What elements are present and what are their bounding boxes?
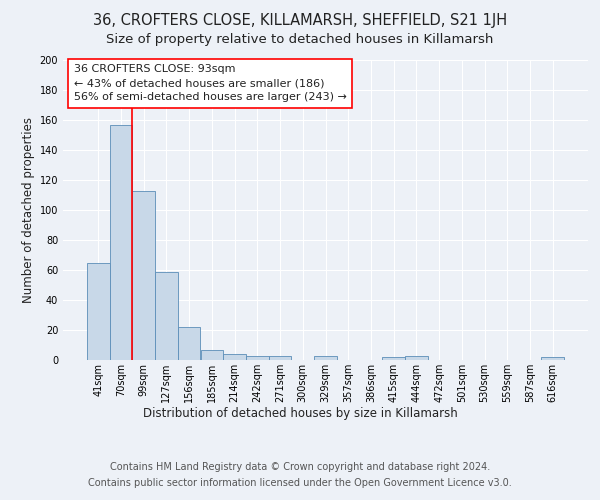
Bar: [87, 262, 110, 360]
Bar: [382, 357, 405, 360]
Y-axis label: Number of detached properties: Number of detached properties: [22, 117, 35, 303]
Text: Contains HM Land Registry data © Crown copyright and database right 2024.: Contains HM Land Registry data © Crown c…: [110, 462, 490, 472]
Bar: [200, 350, 223, 360]
Bar: [110, 124, 133, 360]
Bar: [223, 354, 246, 360]
Bar: [314, 356, 337, 360]
Text: 36, CROFTERS CLOSE, KILLAMARSH, SHEFFIELD, S21 1JH: 36, CROFTERS CLOSE, KILLAMARSH, SHEFFIEL…: [93, 12, 507, 28]
Bar: [541, 357, 564, 360]
Text: Size of property relative to detached houses in Killamarsh: Size of property relative to detached ho…: [106, 32, 494, 46]
Bar: [178, 327, 200, 360]
Bar: [246, 356, 269, 360]
Bar: [269, 356, 292, 360]
Text: 36 CROFTERS CLOSE: 93sqm
← 43% of detached houses are smaller (186)
56% of semi-: 36 CROFTERS CLOSE: 93sqm ← 43% of detach…: [74, 64, 346, 102]
Bar: [405, 356, 428, 360]
Text: Distribution of detached houses by size in Killamarsh: Distribution of detached houses by size …: [143, 408, 457, 420]
Text: Contains public sector information licensed under the Open Government Licence v3: Contains public sector information licen…: [88, 478, 512, 488]
Bar: [155, 272, 178, 360]
Bar: [133, 190, 155, 360]
